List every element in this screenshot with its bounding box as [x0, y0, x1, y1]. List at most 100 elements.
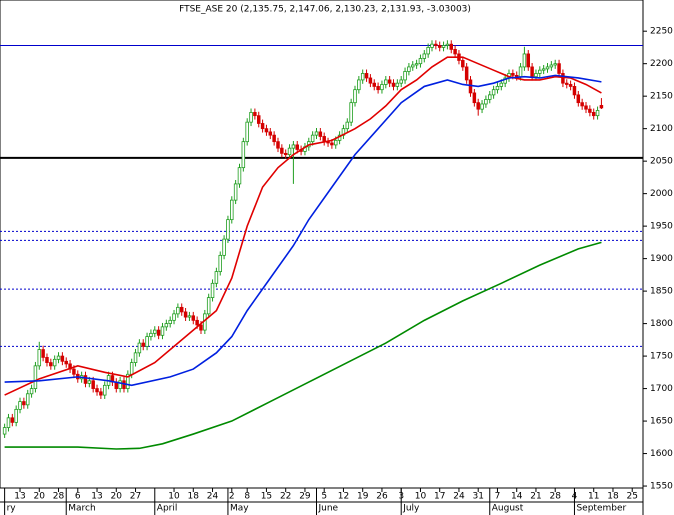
- candle-body: [403, 71, 407, 81]
- candle-body: [280, 147, 284, 154]
- candle-body: [287, 147, 292, 156]
- candle-body: [241, 141, 246, 169]
- candle-body: [453, 48, 457, 55]
- candle-body: [314, 131, 319, 136]
- candle-body: [156, 329, 161, 336]
- candle-body: [488, 94, 492, 100]
- candle-body: [72, 368, 76, 375]
- candle-body: [364, 73, 369, 79]
- x-tick-label: 10: [168, 492, 180, 502]
- candle-body: [226, 219, 230, 240]
- candle-body: [272, 134, 276, 143]
- candle-body: [353, 89, 357, 104]
- candle-body: [476, 102, 480, 110]
- candle-body: [495, 86, 500, 91]
- candle-body: [95, 388, 99, 393]
- month-label: July: [402, 504, 420, 514]
- y-tick-label: 2100: [650, 124, 673, 134]
- candle-body: [345, 121, 350, 130]
- candle-body: [468, 79, 473, 94]
- candle-body: [545, 66, 550, 70]
- y-tick-label: 2200: [650, 59, 673, 69]
- x-tick-label: 20: [111, 492, 123, 502]
- candle-body: [418, 58, 423, 65]
- candle-body: [511, 73, 515, 76]
- candle-body: [557, 63, 561, 74]
- candle-body: [395, 82, 400, 87]
- candle-body: [260, 123, 265, 130]
- moving-average-line: [4, 241, 602, 450]
- x-tick-label: 26: [376, 492, 388, 502]
- x-tick-label: 28: [53, 492, 65, 502]
- candle-body: [553, 63, 557, 66]
- x-tick-label: 15: [261, 492, 272, 502]
- candle-body: [91, 380, 95, 389]
- candle-body: [49, 362, 53, 367]
- candle-body: [526, 53, 531, 68]
- y-tick-label: 2000: [650, 189, 673, 199]
- y-tick-label: 2050: [650, 157, 673, 167]
- candle-body: [499, 82, 504, 87]
- candle-body: [318, 131, 323, 137]
- y-tick-label: 1750: [650, 352, 673, 362]
- moving-average-line: [4, 56, 602, 396]
- candle-body: [595, 110, 600, 117]
- candle-body: [588, 108, 592, 113]
- x-tick-label: 5: [321, 492, 327, 502]
- candle-body: [37, 349, 42, 367]
- candle-body: [541, 68, 546, 71]
- y-tick-label: 1800: [650, 319, 673, 329]
- candle-body: [99, 391, 103, 396]
- candle-body: [25, 393, 30, 406]
- plot-frame: [0, 0, 644, 489]
- candle-body: [176, 306, 180, 315]
- x-tick-label: 17: [434, 492, 445, 502]
- candle-body: [584, 105, 588, 110]
- x-tick-label: 27: [130, 492, 141, 502]
- candle-body: [372, 82, 376, 87]
- candle-body: [522, 53, 527, 68]
- candle-body: [572, 86, 577, 96]
- candle-body: [380, 84, 384, 91]
- candle-body: [118, 380, 122, 389]
- x-tick-label: 6: [75, 492, 81, 502]
- y-tick-label: 2250: [650, 27, 673, 37]
- candle-body: [414, 63, 419, 66]
- candle-body: [484, 99, 488, 105]
- x-tick-label: 13: [14, 492, 25, 502]
- x-tick-label: 8: [244, 492, 250, 502]
- month-label: September: [576, 504, 626, 514]
- x-tick-label: 7: [495, 492, 501, 502]
- x-tick-label: 12: [338, 492, 349, 502]
- candle-body: [168, 319, 172, 325]
- x-tick-label: 20: [34, 492, 46, 502]
- y-tick-label: 1900: [650, 254, 673, 264]
- x-tick-label: 24: [207, 492, 219, 502]
- x-tick-label: 10: [415, 492, 427, 502]
- candle-body: [291, 144, 296, 149]
- candle-body: [518, 66, 523, 78]
- candle-body: [360, 73, 365, 81]
- candle-body: [368, 77, 373, 84]
- x-tick-label: 28: [549, 492, 561, 502]
- x-tick-label: 21: [530, 492, 541, 502]
- x-tick-label: 24: [453, 492, 465, 502]
- candle-body: [430, 43, 434, 48]
- candle-body: [233, 183, 238, 201]
- candle-body: [133, 352, 138, 363]
- candle-body: [22, 401, 26, 406]
- candle-body: [199, 324, 203, 331]
- candle-body: [87, 380, 92, 384]
- candle-body: [268, 131, 273, 136]
- candle-body: [530, 66, 534, 78]
- candle-body: [14, 408, 18, 423]
- candle-body: [441, 45, 446, 48]
- candle-body: [434, 43, 438, 46]
- candle-body: [41, 349, 45, 358]
- candle-body: [206, 297, 211, 315]
- candle-body: [29, 388, 34, 395]
- candle-body: [187, 315, 192, 318]
- x-tick-label: 25: [626, 492, 637, 502]
